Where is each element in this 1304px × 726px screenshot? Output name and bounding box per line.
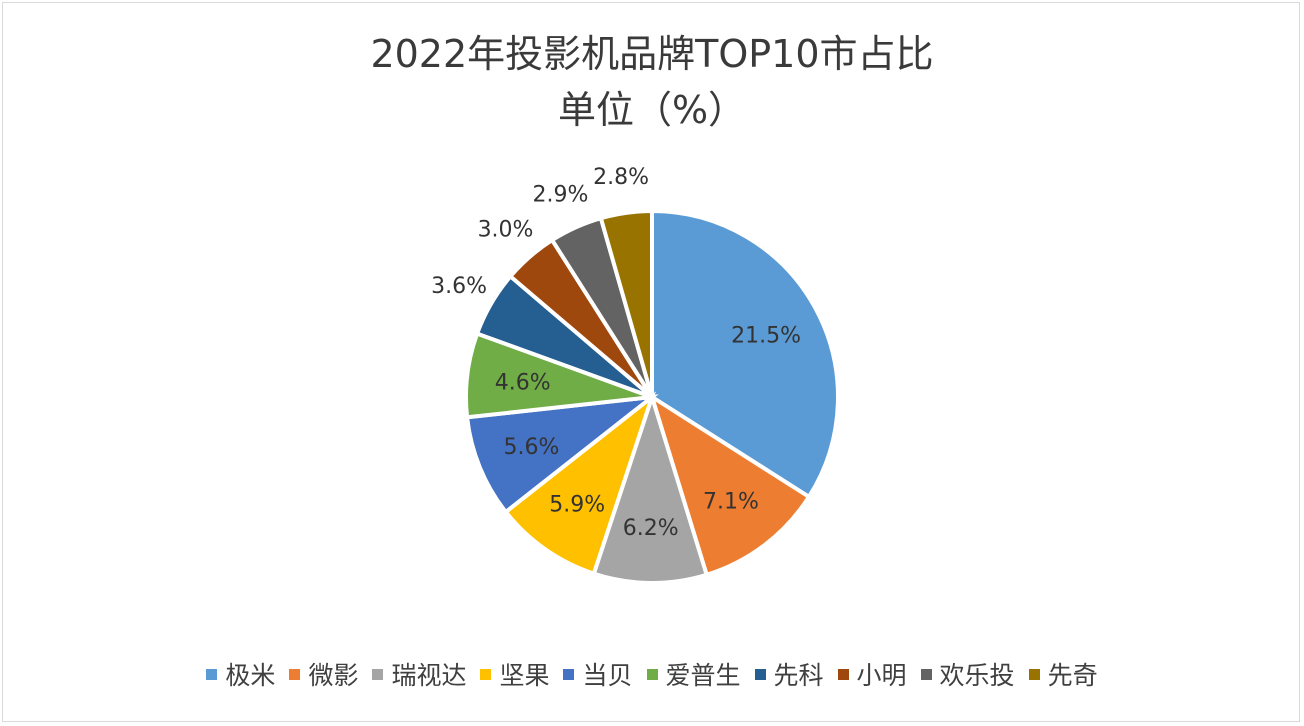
data-label: 2.9% <box>533 182 589 207</box>
chart-subtitle: 单位（%） <box>557 88 747 132</box>
legend-item: 瑞视达 <box>372 656 466 692</box>
legend-label: 瑞视达 <box>391 661 467 690</box>
legend-swatch <box>754 668 766 680</box>
legend-swatch <box>372 668 384 680</box>
pie-slice-瑞视达 <box>591 390 710 585</box>
legend-swatch <box>289 668 301 680</box>
legend-item: 当贝 <box>563 656 633 692</box>
data-label: 2.8% <box>593 165 649 190</box>
legend-label: 先奇 <box>1047 661 1098 690</box>
legend-label: 小明 <box>856 661 907 690</box>
data-label: 5.9% <box>549 493 605 518</box>
legend-label: 欢乐投 <box>939 661 1015 690</box>
legend-label: 坚果 <box>499 661 550 690</box>
data-label: 5.6% <box>504 435 560 460</box>
legend-item: 坚果 <box>480 656 549 692</box>
data-label: 21.5% <box>731 323 801 348</box>
legend-label: 极米 <box>225 661 276 690</box>
legend-label: 微影 <box>308 661 359 690</box>
legend-label: 爱普生 <box>665 661 741 690</box>
data-label: 3.0% <box>478 218 534 243</box>
legend-swatch <box>920 668 932 680</box>
legend-swatch <box>837 668 849 680</box>
data-label: 6.2% <box>623 516 679 541</box>
legend-swatch <box>480 668 492 680</box>
legend-item: 爱普生 <box>646 656 741 692</box>
legend-item: 小明 <box>837 656 907 692</box>
legend-swatch <box>1028 668 1040 680</box>
legend-item: 欢乐投 <box>920 656 1015 692</box>
legend-swatch <box>563 668 575 680</box>
pie-slice-微影 <box>648 392 812 578</box>
legend: 极米 微影 瑞视达 坚果 当贝 爱普生 先科 小明 欢乐投 先奇 <box>0 656 1304 692</box>
legend-swatch <box>646 668 658 680</box>
legend-item: 先科 <box>754 656 824 692</box>
pie-slice-坚果 <box>502 391 656 577</box>
chart-title: 2022年投影机品牌TOP10市占比 <box>370 32 934 76</box>
legend-label: 先科 <box>773 661 824 690</box>
data-label: 4.6% <box>495 371 551 396</box>
data-label: 3.6% <box>431 274 487 299</box>
legend-item: 微影 <box>289 656 358 692</box>
legend-label: 当贝 <box>582 661 633 690</box>
pie-slice-先奇 <box>598 208 654 398</box>
legend-swatch <box>206 668 218 680</box>
legend-item: 极米 <box>206 656 275 692</box>
legend-item: 先奇 <box>1028 656 1098 692</box>
data-label: 7.1% <box>703 490 759 515</box>
pie-slice-当贝 <box>464 394 659 515</box>
